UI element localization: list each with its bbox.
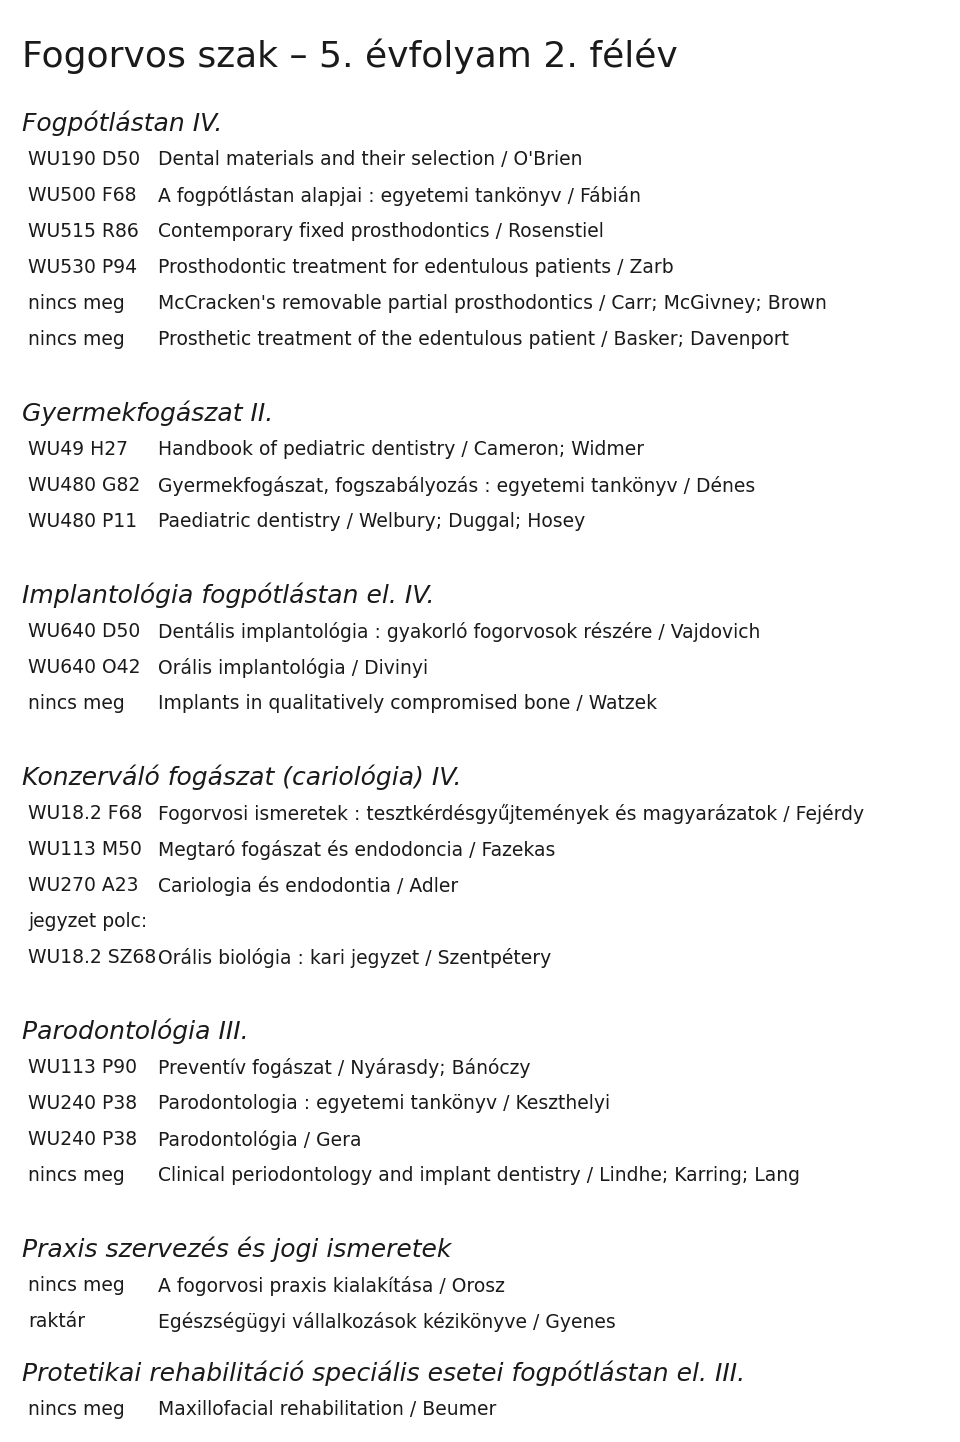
Text: Paediatric dentistry / Welbury; Duggal; Hosey: Paediatric dentistry / Welbury; Duggal; … (158, 512, 586, 531)
Text: WU113 M50: WU113 M50 (28, 841, 142, 859)
Text: raktár: raktár (28, 1312, 85, 1331)
Text: WU500 F68: WU500 F68 (28, 186, 136, 205)
Text: Preventív fogászat / Nyárasdy; Bánóczy: Preventív fogászat / Nyárasdy; Bánóczy (158, 1058, 531, 1079)
Text: Gyermekfogászat II.: Gyermekfogászat II. (22, 399, 274, 425)
Text: jegyzet polc:: jegyzet polc: (28, 911, 147, 932)
Text: Dental materials and their selection / O'Brien: Dental materials and their selection / O… (158, 150, 583, 169)
Text: WU640 D50: WU640 D50 (28, 622, 140, 642)
Text: Konzerváló fogászat (cariológia) IV.: Konzerváló fogászat (cariológia) IV. (22, 764, 462, 790)
Text: WU18.2 F68: WU18.2 F68 (28, 805, 142, 823)
Text: Maxillofacial rehabilitation / Beumer: Maxillofacial rehabilitation / Beumer (158, 1400, 496, 1419)
Text: Cariologia és endodontia / Adler: Cariologia és endodontia / Adler (158, 875, 458, 895)
Text: WU240 P38: WU240 P38 (28, 1094, 137, 1113)
Text: WU18.2 SZ68: WU18.2 SZ68 (28, 947, 156, 968)
Text: WU270 A23: WU270 A23 (28, 875, 138, 895)
Text: Egészségügyi vállalkozások kézikönyve / Gyenes: Egészségügyi vállalkozások kézikönyve / … (158, 1312, 615, 1332)
Text: Dentális implantológia : gyakorló fogorvosok részére / Vajdovich: Dentális implantológia : gyakorló fogorv… (158, 622, 760, 642)
Text: Fogorvos szak – 5. évfolyam 2. félév: Fogorvos szak – 5. évfolyam 2. félév (22, 37, 678, 74)
Text: nincs meg: nincs meg (28, 1276, 125, 1295)
Text: WU640 O42: WU640 O42 (28, 658, 140, 676)
Text: Implants in qualitatively compromised bone / Watzek: Implants in qualitatively compromised bo… (158, 694, 658, 712)
Text: WU480 G82: WU480 G82 (28, 476, 140, 495)
Text: Fogpótlástan IV.: Fogpótlástan IV. (22, 110, 223, 136)
Text: Fogorvosi ismeretek : tesztkérdésgyűjtemények és magyarázatok / Fejérdy: Fogorvosi ismeretek : tesztkérdésgyűjtem… (158, 805, 864, 823)
Text: Praxis szervezés és jogi ismeretek: Praxis szervezés és jogi ismeretek (22, 1236, 451, 1262)
Text: Prosthetic treatment of the edentulous patient / Basker; Davenport: Prosthetic treatment of the edentulous p… (158, 330, 789, 349)
Text: nincs meg: nincs meg (28, 694, 125, 712)
Text: WU240 P38: WU240 P38 (28, 1131, 137, 1149)
Text: nincs meg: nincs meg (28, 1400, 125, 1419)
Text: Parodontológia III.: Parodontológia III. (22, 1018, 249, 1044)
Text: WU480 P11: WU480 P11 (28, 512, 137, 531)
Text: A fogorvosi praxis kialakítása / Orosz: A fogorvosi praxis kialakítása / Orosz (158, 1276, 505, 1296)
Text: WU530 P94: WU530 P94 (28, 258, 137, 277)
Text: nincs meg: nincs meg (28, 294, 125, 313)
Text: Protetikai rehabilitáció speciális esetei fogpótlástan el. III.: Protetikai rehabilitáció speciális esete… (22, 1360, 745, 1386)
Text: Orális biológia : kari jegyzet / Szentpétery: Orális biológia : kari jegyzet / Szentpé… (158, 947, 551, 968)
Text: WU49 H27: WU49 H27 (28, 440, 128, 459)
Text: Implantológia fogpótlástan el. IV.: Implantológia fogpótlástan el. IV. (22, 583, 435, 607)
Text: Parodontologia : egyetemi tankönyv / Keszthelyi: Parodontologia : egyetemi tankönyv / Kes… (158, 1094, 611, 1113)
Text: Prosthodontic treatment for edentulous patients / Zarb: Prosthodontic treatment for edentulous p… (158, 258, 674, 277)
Text: A fogpótlástan alapjai : egyetemi tankönyv / Fábián: A fogpótlástan alapjai : egyetemi tankön… (158, 186, 641, 206)
Text: McCracken's removable partial prosthodontics / Carr; McGivney; Brown: McCracken's removable partial prosthodon… (158, 294, 827, 313)
Text: Gyermekfogászat, fogszabályozás : egyetemi tankönyv / Dénes: Gyermekfogászat, fogszabályozás : egyete… (158, 476, 756, 496)
Text: WU515 R86: WU515 R86 (28, 222, 139, 241)
Text: Contemporary fixed prosthodontics / Rosenstiel: Contemporary fixed prosthodontics / Rose… (158, 222, 604, 241)
Text: Orális implantológia / Divinyi: Orális implantológia / Divinyi (158, 658, 428, 678)
Text: Clinical periodontology and implant dentistry / Lindhe; Karring; Lang: Clinical periodontology and implant dent… (158, 1167, 800, 1185)
Text: Parodontológia / Gera: Parodontológia / Gera (158, 1131, 362, 1151)
Text: Handbook of pediatric dentistry / Cameron; Widmer: Handbook of pediatric dentistry / Camero… (158, 440, 644, 459)
Text: Megtaró fogászat és endodoncia / Fazekas: Megtaró fogászat és endodoncia / Fazekas (158, 841, 556, 859)
Text: nincs meg: nincs meg (28, 1167, 125, 1185)
Text: WU113 P90: WU113 P90 (28, 1058, 137, 1077)
Text: nincs meg: nincs meg (28, 330, 125, 349)
Text: WU190 D50: WU190 D50 (28, 150, 140, 169)
